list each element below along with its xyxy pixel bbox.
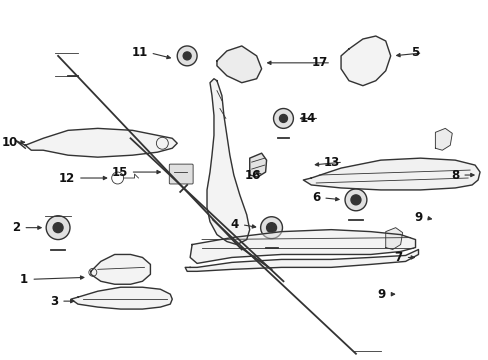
Polygon shape <box>190 230 415 264</box>
Polygon shape <box>206 79 249 244</box>
Polygon shape <box>385 228 402 249</box>
Polygon shape <box>434 129 451 150</box>
Text: 13: 13 <box>323 156 339 168</box>
Text: 14: 14 <box>299 112 316 125</box>
Text: 11: 11 <box>131 46 147 59</box>
Circle shape <box>266 223 276 233</box>
Text: 10: 10 <box>2 136 19 149</box>
Circle shape <box>350 195 360 205</box>
Polygon shape <box>71 287 172 309</box>
Circle shape <box>53 223 63 233</box>
Text: 15: 15 <box>111 166 127 179</box>
Polygon shape <box>185 249 418 271</box>
Polygon shape <box>249 153 266 177</box>
FancyBboxPatch shape <box>169 164 193 184</box>
Text: 5: 5 <box>410 46 419 59</box>
Text: 3: 3 <box>50 294 58 308</box>
Text: 2: 2 <box>12 221 20 234</box>
Circle shape <box>46 216 70 239</box>
Text: 9: 9 <box>377 288 385 301</box>
Circle shape <box>177 46 197 66</box>
Polygon shape <box>91 255 150 284</box>
Polygon shape <box>303 158 479 190</box>
Circle shape <box>183 52 191 60</box>
Text: 8: 8 <box>450 168 458 181</box>
Text: 16: 16 <box>244 168 260 181</box>
Polygon shape <box>217 46 261 83</box>
Text: 6: 6 <box>311 192 320 204</box>
Text: 1: 1 <box>20 273 28 286</box>
Circle shape <box>273 108 293 129</box>
Text: 7: 7 <box>394 251 402 264</box>
Text: 9: 9 <box>413 211 422 224</box>
Circle shape <box>260 217 282 239</box>
Text: 17: 17 <box>311 56 327 69</box>
Text: 4: 4 <box>230 218 238 231</box>
Text: 12: 12 <box>59 171 75 185</box>
Polygon shape <box>25 129 177 157</box>
Circle shape <box>345 189 366 211</box>
Circle shape <box>279 114 287 122</box>
Polygon shape <box>340 36 390 86</box>
